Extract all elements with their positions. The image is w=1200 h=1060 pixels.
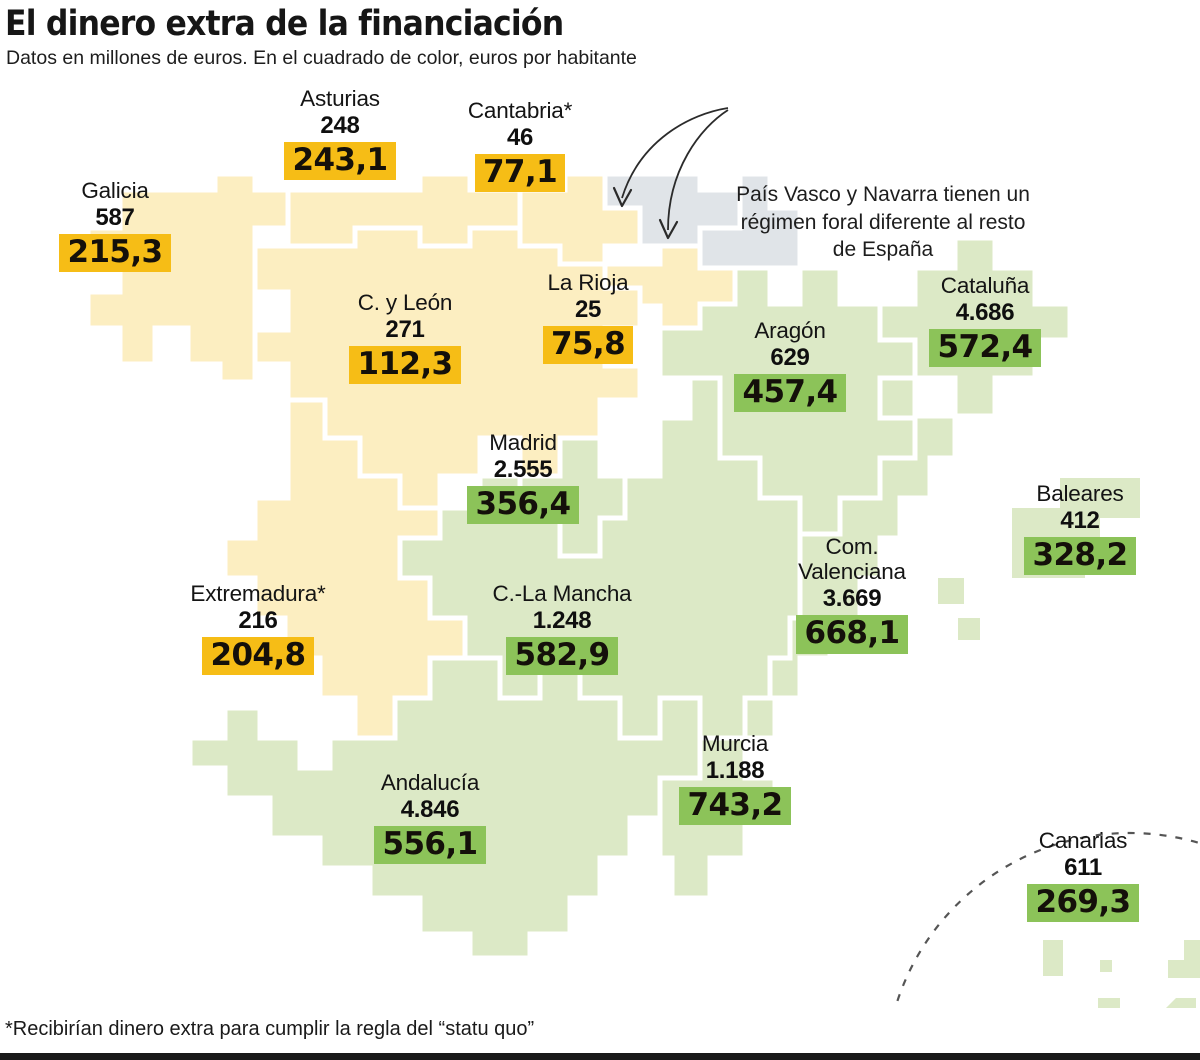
region-total-canarias: 611 [1064, 854, 1102, 882]
region-label-cantabria[interactable]: Cantabria* 46 77,1 [410, 98, 630, 193]
region-percapita-aragon: 457,4 [734, 374, 846, 413]
region-total-asturias: 248 [320, 112, 360, 140]
map-region-andalucia[interactable] [187, 655, 703, 961]
region-label-murcia[interactable]: Murcia 1.188 743,2 [640, 731, 830, 826]
region-total-cantabria: 46 [506, 124, 534, 152]
region-name-baleares: Baleares [1036, 481, 1124, 506]
footnote-statu-quo: *Recibirían dinero extra para cumplir la… [5, 1018, 535, 1040]
region-percapita-cataluna: 572,4 [929, 329, 1041, 368]
region-total-murcia: 1.188 [705, 757, 765, 785]
region-percapita-murcia: 743,2 [679, 787, 791, 826]
region-label-cataluna[interactable]: Cataluña 4.686 572,4 [890, 273, 1080, 368]
region-label-castilla-y-leon[interactable]: C. y León 271 112,3 [300, 290, 510, 385]
bottom-rule-divider [0, 1053, 1200, 1060]
region-percapita-galicia: 215,3 [59, 234, 171, 273]
map-region-canarias[interactable] [1000, 940, 1200, 1008]
region-name-cataluna: Cataluña [940, 273, 1030, 298]
region-name-aragon: Aragón [754, 318, 826, 343]
region-percapita-andalucia: 556,1 [374, 826, 486, 865]
region-label-castilla-la-mancha[interactable]: C.-La Mancha 1.248 582,9 [452, 581, 672, 676]
region-percapita-cantabria: 77,1 [474, 154, 566, 193]
region-name-castilla-la-mancha: C.-La Mancha [492, 581, 632, 606]
region-name-castilla-y-leon: C. y León [357, 290, 453, 315]
region-label-la-rioja[interactable]: La Rioja 25 75,8 [498, 270, 678, 365]
region-total-castilla-la-mancha: 1.248 [532, 607, 592, 635]
region-percapita-madrid: 356,4 [467, 486, 579, 525]
region-label-andalucia[interactable]: Andalucía 4.846 556,1 [330, 770, 530, 865]
foral-regime-annotation: País Vasco y Navarra tienen un régimen f… [736, 183, 1030, 262]
region-total-extremadura: 216 [238, 607, 278, 635]
region-label-baleares[interactable]: Baleares 412 328,2 [985, 481, 1175, 576]
region-total-madrid: 2.555 [493, 456, 553, 484]
region-total-comunidad-valenciana: 3.669 [822, 585, 882, 613]
region-name-comunidad-valenciana-line2: Valenciana [798, 559, 906, 585]
region-name-madrid: Madrid [489, 430, 557, 455]
region-name-murcia: Murcia [701, 731, 769, 756]
page-subtitle: Datos en millones de euros. En el cuadra… [6, 47, 637, 69]
spain-choropleth-map: Galicia 587 215,3 Asturias 248 243,1 Can… [0, 78, 1200, 1008]
map-region-cataluna[interactable] [877, 235, 1073, 419]
region-name-la-rioja: La Rioja [547, 270, 629, 295]
region-label-extremadura[interactable]: Extremadura* 216 204,8 [148, 581, 368, 676]
region-name-extremadura: Extremadura* [190, 581, 326, 606]
region-percapita-canarias: 269,3 [1027, 884, 1139, 923]
region-total-la-rioja: 25 [574, 296, 602, 324]
region-total-castilla-y-leon: 271 [385, 316, 425, 344]
region-label-madrid[interactable]: Madrid 2.555 356,4 [428, 430, 618, 525]
region-percapita-extremadura: 204,8 [202, 637, 314, 676]
region-total-galicia: 587 [95, 204, 135, 232]
region-percapita-baleares: 328,2 [1024, 537, 1136, 576]
region-total-cataluna: 4.686 [955, 299, 1015, 327]
region-label-asturias[interactable]: Asturias 248 243,1 [240, 86, 440, 181]
region-total-andalucia: 4.846 [400, 796, 460, 824]
region-percapita-castilla-la-mancha: 582,9 [506, 637, 618, 676]
region-percapita-castilla-y-leon: 112,3 [349, 346, 461, 385]
region-percapita-comunidad-valenciana: 668,1 [796, 615, 908, 654]
region-label-canarias[interactable]: Canarias 611 269,3 [988, 828, 1178, 923]
region-percapita-asturias: 243,1 [284, 142, 396, 181]
region-total-aragon: 629 [770, 344, 810, 372]
page-title: El dinero extra de la financiación [5, 4, 564, 44]
region-name-canarias: Canarias [1038, 828, 1128, 853]
region-name-galicia: Galicia [81, 178, 149, 203]
region-label-galicia[interactable]: Galicia 587 215,3 [20, 178, 210, 273]
canarias-inset-frame [894, 831, 1200, 1008]
region-name-andalucia: Andalucía [380, 770, 480, 795]
region-total-baleares: 412 [1060, 507, 1100, 535]
region-label-aragon[interactable]: Aragón 629 457,4 [700, 318, 880, 413]
region-label-comunidad-valenciana[interactable]: Com. Valenciana 3.669 668,1 [752, 534, 952, 654]
region-name-cantabria: Cantabria* [467, 98, 573, 123]
region-name-asturias: Asturias [300, 86, 380, 111]
region-name-comunidad-valenciana-line1: Com. [825, 534, 879, 559]
region-percapita-la-rioja: 75,8 [542, 326, 634, 365]
